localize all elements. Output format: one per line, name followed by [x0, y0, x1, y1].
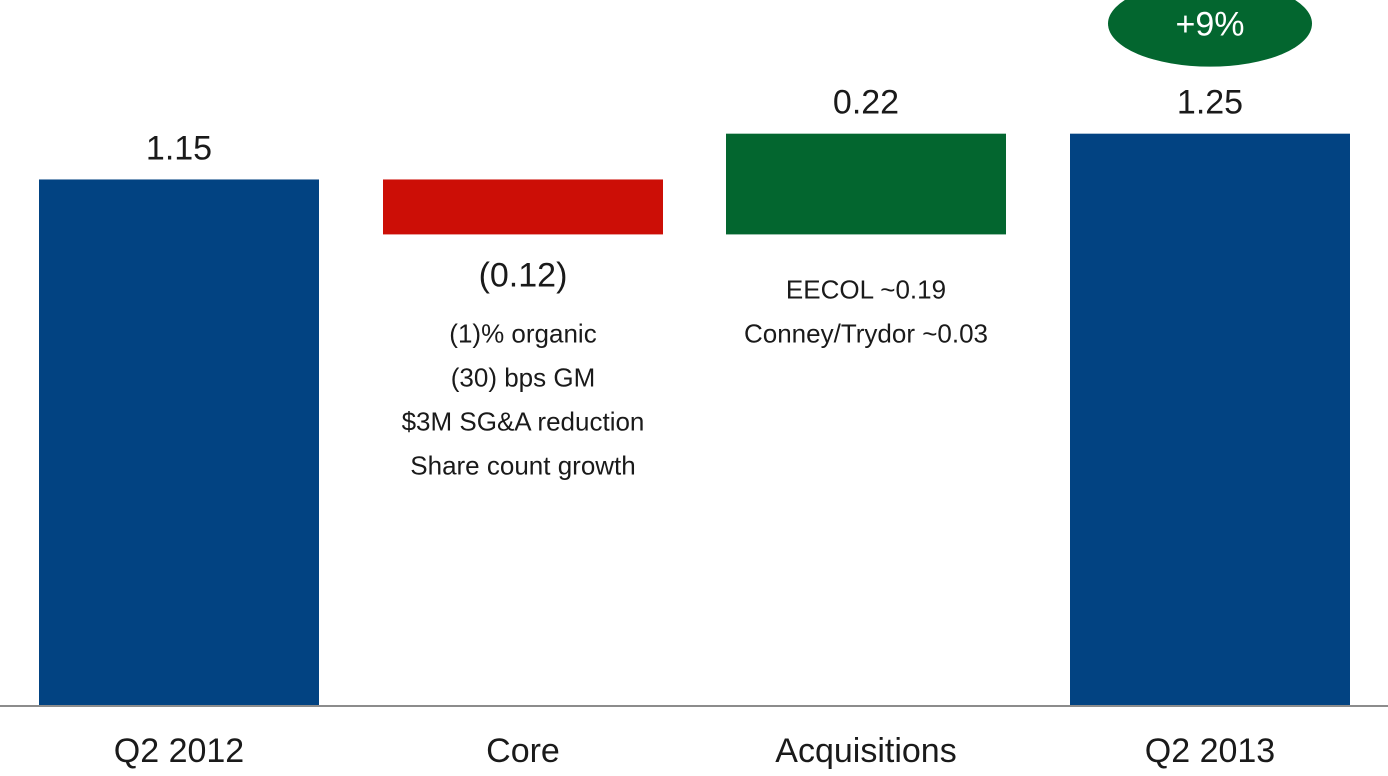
bar-core	[383, 179, 663, 235]
category-label-q2-2013: Q2 2013	[1145, 732, 1275, 770]
value-label-q2-2012: 1.15	[146, 129, 212, 167]
note-core: (30) bps GM	[451, 362, 596, 392]
bar-q2-2013	[1070, 133, 1350, 706]
value-label-core: (0.12)	[479, 256, 568, 294]
note-acquisitions: EECOL ~0.19	[786, 274, 946, 304]
value-label-q2-2013: 1.25	[1177, 84, 1243, 122]
category-label-core: Core	[486, 732, 560, 770]
labels-group: 1.15 Q2 2012 (0.12) Core (1)% organic (30) bp…	[114, 0, 1312, 770]
bar-acquisitions	[726, 133, 1006, 235]
value-label-acquisitions: 0.22	[833, 84, 899, 122]
growth-badge-text: +9%	[1176, 6, 1245, 44]
note-core: Share count growth	[410, 450, 635, 480]
category-label-acquisitions: Acquisitions	[775, 732, 956, 770]
note-core: $3M SG&A reduction	[402, 406, 645, 436]
note-core: (1)% organic	[449, 318, 596, 348]
note-acquisitions: Conney/Trydor ~0.03	[744, 318, 988, 348]
growth-badge	[1108, 0, 1312, 67]
category-label-q2-2012: Q2 2012	[114, 732, 244, 770]
bar-q2-2012	[39, 179, 319, 706]
bars-group	[39, 133, 1350, 706]
